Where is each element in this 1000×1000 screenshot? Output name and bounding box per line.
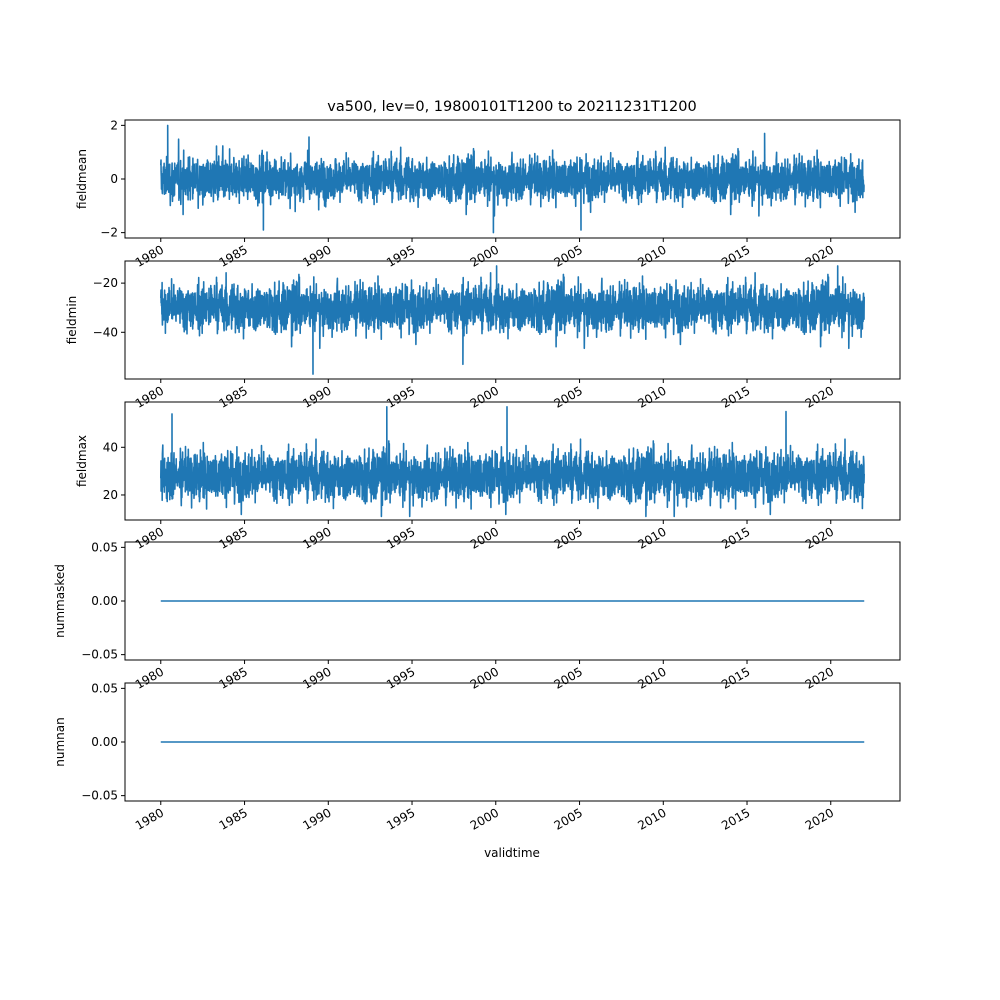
numnan-y-tick-label: 0.00 — [91, 735, 118, 749]
fieldmax-axes-frame — [124, 401, 901, 521]
chart-title: va500, lev=0, 19800101T1200 to 20211231T… — [327, 99, 696, 115]
fieldmin-y-axis-label: fieldmin — [65, 296, 79, 345]
nummasked-y-tick-label: 0.00 — [91, 594, 118, 608]
fieldmin-series-line — [160, 265, 865, 375]
fieldmin-axes-frame — [124, 260, 901, 380]
nummasked-y-axis-label: nummasked — [53, 564, 67, 638]
fieldmean-y-axis-label: fieldmean — [75, 149, 89, 209]
fieldmax-y-axis-label: fieldmax — [75, 435, 89, 487]
numnan-y-axis-label: numnan — [53, 717, 67, 766]
x-axis-label: validtime — [484, 846, 540, 860]
fieldmean-y-tick-label: 0 — [110, 172, 118, 186]
fieldmean-series-line — [160, 124, 865, 234]
nummasked-y-tick-label: −0.05 — [81, 648, 118, 662]
fieldmean-y-tick-label: 2 — [110, 118, 118, 132]
fieldmax-y-tick-label: 40 — [103, 440, 118, 454]
fieldmax-series-line — [160, 406, 865, 518]
numnan-y-tick-label: −0.05 — [81, 789, 118, 803]
fieldmax-y-tick-label: 20 — [103, 488, 118, 502]
numnan-y-tick-label: 0.05 — [91, 681, 118, 695]
fieldmin-y-tick-label: −40 — [93, 325, 118, 339]
nummasked-y-tick-label: 0.05 — [91, 540, 118, 554]
fieldmin-y-tick-label: −20 — [93, 276, 118, 290]
fieldmean-y-tick-label: −2 — [100, 226, 118, 240]
